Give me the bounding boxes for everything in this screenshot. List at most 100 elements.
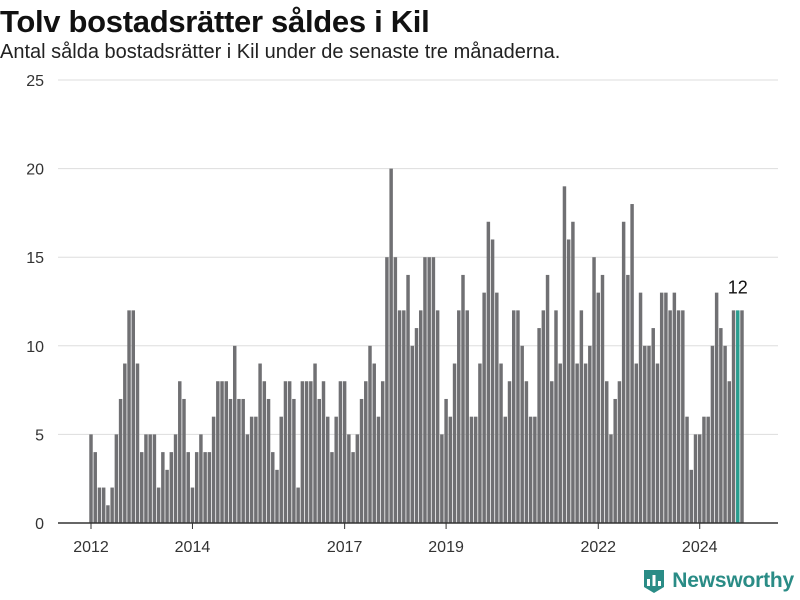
bar [156, 487, 161, 523]
bar [397, 310, 402, 523]
bar [609, 434, 613, 523]
data-label: 12 [728, 277, 748, 297]
bar [118, 398, 123, 523]
bar [427, 257, 431, 523]
bar [583, 363, 588, 523]
bar [490, 239, 495, 524]
bar [681, 310, 685, 523]
bar [127, 310, 131, 523]
bar [676, 310, 681, 523]
y-tick-label: 20 [26, 162, 44, 179]
bar [571, 221, 575, 523]
y-tick-label: 25 [26, 73, 44, 90]
bar [97, 487, 102, 523]
bar [736, 310, 740, 523]
bar [101, 487, 106, 523]
bar [507, 381, 512, 523]
bar [342, 381, 347, 523]
bar [414, 328, 419, 523]
bar [423, 257, 427, 523]
bar [351, 452, 355, 523]
bar [621, 221, 626, 523]
bar [279, 416, 283, 523]
bar [144, 434, 148, 523]
bar [740, 310, 744, 523]
bar [541, 310, 546, 523]
bar [554, 310, 558, 523]
bar [575, 363, 579, 523]
bar [723, 345, 727, 523]
bar [135, 363, 140, 523]
bar [199, 434, 203, 523]
bar [727, 381, 732, 523]
bar [161, 452, 165, 523]
bar [368, 345, 372, 523]
bar [600, 274, 605, 523]
bar [596, 292, 601, 523]
bar [237, 398, 241, 523]
bar [731, 310, 736, 523]
bar [710, 345, 715, 523]
bar [321, 381, 326, 523]
bar [689, 469, 694, 523]
newsworthy-logo: Newsworthy [642, 568, 794, 594]
bar [528, 416, 533, 523]
bar [524, 381, 529, 523]
bar [647, 345, 651, 523]
bar [178, 381, 182, 523]
bar [245, 434, 250, 523]
bar [296, 487, 300, 523]
bar [499, 363, 503, 523]
x-tick-label: 2019 [428, 539, 464, 556]
y-tick-label: 10 [26, 339, 44, 356]
bar [203, 452, 207, 523]
bar [448, 416, 453, 523]
bar [258, 363, 262, 523]
bar [516, 310, 520, 523]
bar [380, 381, 385, 523]
bar [592, 257, 596, 523]
bar [300, 381, 305, 523]
bar [664, 292, 668, 523]
chart-title: Tolv bostadsrätter såldes i Kil [0, 4, 430, 39]
bar [643, 345, 647, 523]
bar [114, 434, 119, 523]
bar [714, 292, 719, 523]
x-tick-label: 2017 [327, 539, 363, 556]
bar [275, 469, 279, 523]
bar [545, 274, 550, 523]
bar [444, 398, 448, 523]
bar [435, 310, 440, 523]
bar [359, 398, 364, 523]
bar [304, 381, 309, 523]
x-tick-label: 2022 [580, 539, 616, 556]
bar [266, 398, 271, 523]
bar [389, 168, 393, 523]
x-tick-label: 2012 [73, 539, 109, 556]
bar [503, 416, 508, 523]
bar [562, 186, 567, 523]
bar [440, 434, 444, 523]
bar [579, 310, 584, 523]
bar [224, 381, 229, 523]
bar [702, 416, 706, 523]
bar [211, 416, 216, 523]
bar [283, 381, 288, 523]
bar [533, 416, 537, 523]
bar [465, 310, 469, 523]
bar [452, 363, 457, 523]
bar [418, 310, 423, 523]
bar [482, 292, 486, 523]
bar [402, 310, 406, 523]
bar [376, 416, 381, 523]
bar [232, 345, 237, 523]
bar [271, 452, 275, 523]
bar [228, 398, 233, 523]
bar [693, 434, 698, 523]
bar [334, 416, 338, 523]
bar [410, 345, 415, 523]
bar [364, 381, 368, 523]
bar [613, 398, 617, 523]
bar [495, 292, 499, 523]
